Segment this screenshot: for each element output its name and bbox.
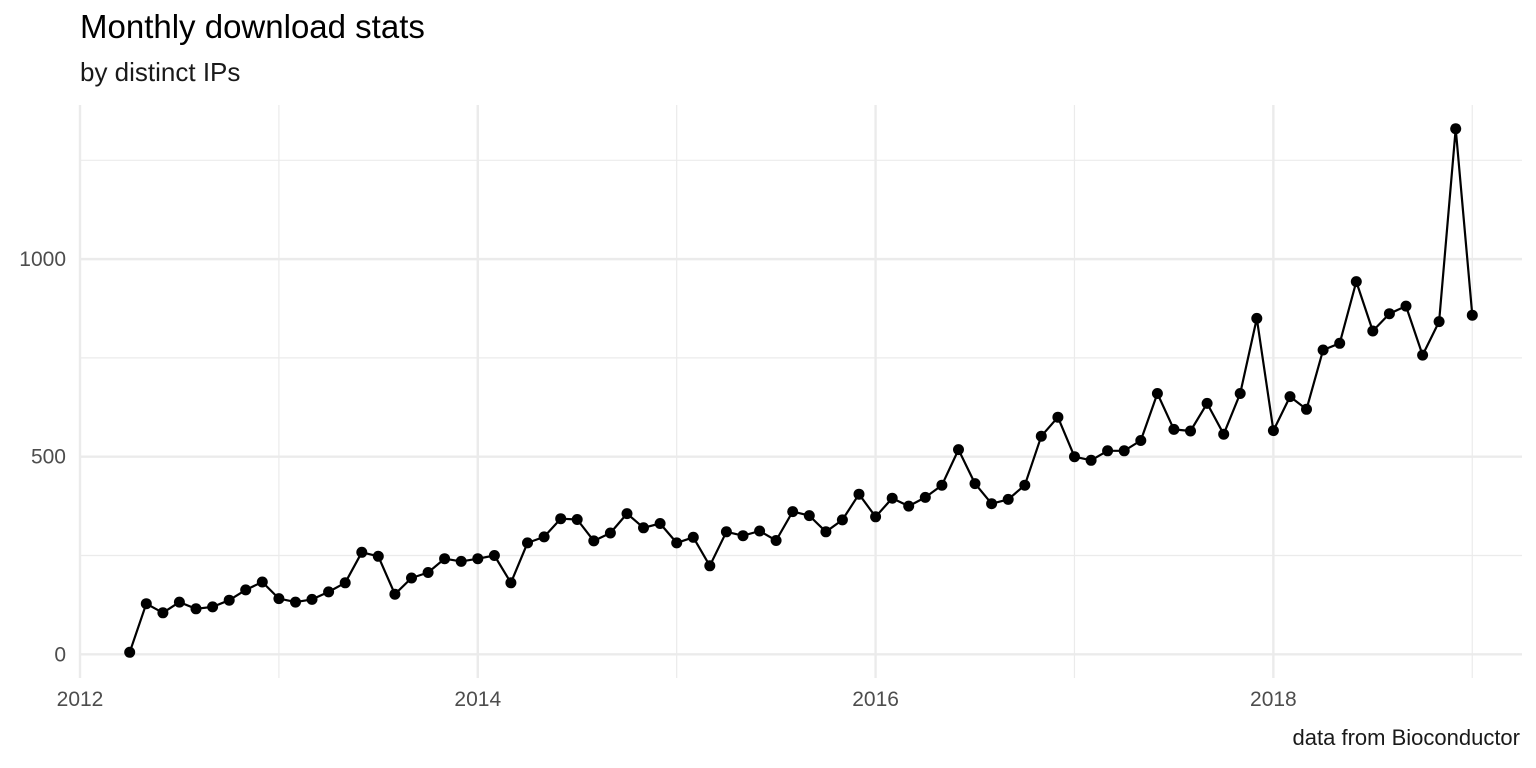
data-point	[1367, 325, 1379, 337]
data-point	[1234, 388, 1246, 399]
data-point	[1052, 411, 1064, 423]
data-point	[969, 478, 981, 490]
data-point	[1035, 430, 1047, 442]
data-point	[953, 444, 964, 456]
y-tick-label: 500	[31, 446, 66, 469]
data-point	[406, 572, 417, 584]
data-point	[1334, 337, 1346, 349]
y-tick-label: 1000	[19, 248, 66, 271]
data-point	[1135, 435, 1147, 446]
data-point	[488, 550, 500, 561]
y-axis-labels: 0 500 1000	[19, 248, 66, 666]
data-point	[621, 508, 633, 520]
data-point	[853, 488, 865, 500]
grid-minor	[80, 105, 1522, 678]
data-point	[1450, 123, 1462, 135]
data-point	[986, 498, 998, 510]
data-point	[455, 555, 467, 567]
data-point	[1218, 428, 1230, 440]
data-point	[1085, 454, 1097, 466]
data-point	[240, 584, 252, 596]
data-point	[687, 531, 699, 543]
data-point	[936, 479, 948, 491]
data-point	[1317, 344, 1329, 356]
data-point	[1383, 308, 1395, 320]
data-series	[124, 123, 1478, 658]
x-tick-label: 2014	[454, 688, 501, 711]
data-point	[671, 537, 683, 549]
data-point	[505, 577, 517, 589]
data-point	[173, 596, 185, 608]
data-point	[1151, 388, 1163, 399]
data-point	[787, 506, 799, 518]
data-point	[1168, 423, 1180, 435]
data-point	[720, 526, 732, 538]
data-point	[770, 535, 782, 546]
data-point	[1284, 391, 1296, 403]
data-point	[1350, 276, 1362, 288]
data-point	[1466, 309, 1478, 321]
data-point	[919, 491, 931, 503]
data-point	[1002, 493, 1014, 505]
data-point	[273, 593, 285, 605]
data-point	[372, 550, 384, 562]
data-point	[1019, 479, 1031, 491]
data-point	[886, 492, 898, 504]
chart-title: Monthly download stats	[80, 8, 425, 45]
data-point	[256, 576, 268, 588]
data-point	[190, 603, 202, 615]
data-point	[737, 530, 749, 542]
chart-caption: data from Bioconductor	[1292, 725, 1520, 750]
data-point	[472, 553, 484, 565]
data-point	[339, 577, 351, 589]
data-point	[223, 594, 235, 606]
x-tick-label: 2012	[57, 688, 104, 711]
data-point	[1417, 349, 1429, 361]
data-point	[1102, 445, 1114, 457]
data-point	[803, 510, 815, 522]
data-point	[836, 514, 848, 526]
data-point	[638, 522, 649, 534]
data-point	[820, 526, 832, 538]
data-point	[903, 500, 915, 512]
data-point	[870, 511, 882, 523]
grid-major	[78, 105, 1522, 678]
data-point	[1118, 445, 1130, 457]
data-point	[140, 598, 152, 610]
data-point	[704, 560, 716, 572]
data-point	[290, 596, 301, 608]
data-point	[389, 588, 401, 600]
data-point	[439, 553, 451, 565]
data-point	[588, 535, 600, 547]
data-point	[157, 607, 169, 619]
data-point	[555, 513, 567, 525]
data-point	[522, 537, 533, 549]
data-point	[207, 601, 219, 613]
data-point	[654, 518, 666, 529]
data-point	[124, 646, 136, 658]
data-point	[754, 525, 766, 537]
data-point	[604, 527, 616, 539]
y-tick-label: 0	[54, 643, 66, 666]
data-point	[1185, 425, 1196, 437]
series-line	[128, 127, 1474, 653]
x-tick-label: 2016	[852, 688, 899, 711]
data-point	[1301, 403, 1312, 415]
data-point	[538, 531, 550, 543]
data-point	[323, 586, 335, 598]
data-point	[422, 567, 434, 578]
x-axis-labels: 2012 2014 2016 2018	[57, 688, 1297, 711]
x-tick-label: 2018	[1250, 688, 1297, 711]
data-point	[1201, 397, 1213, 409]
data-point	[1267, 425, 1279, 437]
data-point	[1433, 316, 1445, 328]
chart-subtitle: by distinct IPs	[80, 57, 241, 87]
data-point	[1069, 451, 1080, 463]
data-point	[356, 546, 368, 558]
data-point	[571, 514, 583, 525]
data-point	[1251, 312, 1263, 324]
data-point	[306, 593, 318, 605]
data-point	[1400, 300, 1412, 312]
